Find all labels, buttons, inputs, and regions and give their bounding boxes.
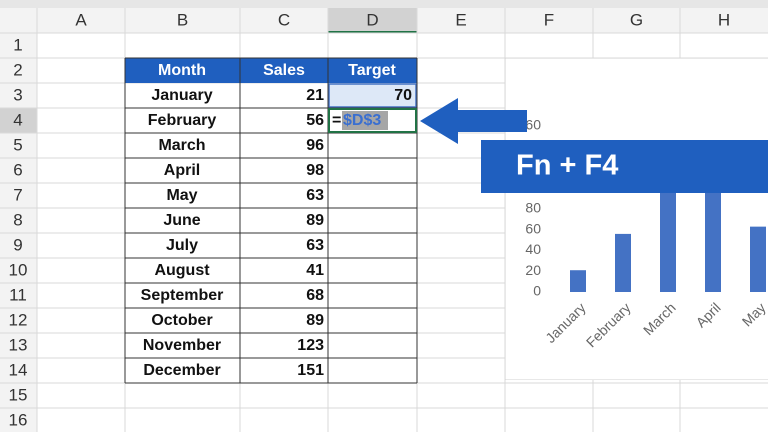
arrow-shape (420, 98, 527, 144)
chart-y-label: 40 (525, 241, 541, 257)
month-cell: April (164, 162, 200, 179)
row-header: 16 (9, 410, 28, 429)
sales-cell: 89 (306, 212, 324, 229)
row-header: 2 (13, 60, 22, 79)
chart-y-label: 20 (525, 262, 541, 278)
table-header: Month (158, 62, 206, 79)
chart-y-label: 80 (525, 200, 541, 216)
sales-cell: 41 (306, 262, 324, 279)
row-header: 15 (9, 385, 28, 404)
row-header: 10 (9, 260, 28, 279)
column-header: D (366, 10, 378, 29)
callout-banner (481, 140, 768, 193)
formula-prefix: = (332, 112, 341, 129)
chart-y-label: 0 (533, 283, 541, 299)
column-header: F (544, 10, 554, 29)
row-header: 13 (9, 335, 28, 354)
row-header: 14 (9, 360, 28, 379)
table-header-bg (125, 58, 417, 83)
month-cell: October (151, 312, 212, 329)
month-cell: March (158, 137, 205, 154)
referenced-cell (328, 83, 417, 108)
row-header: 12 (9, 310, 28, 329)
row-header: 1 (13, 35, 22, 54)
chart-bar (615, 233, 631, 292)
column-header: H (718, 10, 730, 29)
table-header: Sales (263, 62, 305, 79)
sales-cell: 21 (306, 87, 324, 104)
month-cell: November (143, 337, 221, 354)
column-header: G (630, 10, 643, 29)
table-header: Target (348, 62, 396, 79)
cells: Month Sales Target January 21 February 56 March… (124, 57, 418, 384)
column-header: A (75, 10, 87, 29)
row-header: 3 (13, 85, 22, 104)
formula-selection (342, 111, 388, 130)
active-row-header (0, 108, 37, 133)
callout-text: Fn + F4 (516, 150, 618, 182)
chart-area (505, 58, 768, 380)
chart-bar (660, 192, 676, 292)
month-cell: January (151, 87, 212, 104)
sales-cell: 63 (306, 237, 324, 254)
toolbar-edge (0, 0, 768, 8)
month-cell: February (148, 112, 217, 129)
target-cell: 70 (394, 87, 412, 104)
sales-cell: 63 (306, 187, 324, 204)
chart-y-label: 60 (525, 220, 541, 236)
column-header: B (177, 10, 188, 29)
sales-cell: 68 (306, 287, 324, 304)
sales-cell: 56 (306, 112, 324, 129)
month-cell: July (166, 237, 198, 254)
arrow (420, 98, 527, 144)
month-cell: August (154, 262, 210, 279)
row-header: 6 (13, 160, 22, 179)
active-column-header (328, 8, 417, 33)
chart: 020406080100120140160JanuaryFebruaryMarc… (505, 58, 768, 380)
month-cell: May (166, 187, 197, 204)
sales-cell: 96 (306, 137, 324, 154)
row-header: 4 (13, 110, 22, 129)
chart-bar (570, 270, 586, 292)
sales-cell: 151 (297, 362, 324, 379)
sales-cell: 123 (297, 337, 324, 354)
sales-cell: 98 (306, 162, 324, 179)
chart-bar (705, 190, 721, 292)
month-cell: June (163, 212, 200, 229)
column-header: C (278, 10, 290, 29)
row-header: 8 (13, 210, 22, 229)
sales-cell: 89 (306, 312, 324, 329)
column-header: E (455, 10, 466, 29)
formula-reference: $D$3 (343, 112, 381, 129)
chart-bar (750, 226, 766, 292)
row-header: 11 (9, 285, 27, 304)
month-cell: September (141, 287, 224, 304)
month-cell: December (143, 362, 220, 379)
row-header: 7 (13, 185, 22, 204)
row-header: 5 (13, 135, 22, 154)
row-header: 9 (13, 235, 22, 254)
